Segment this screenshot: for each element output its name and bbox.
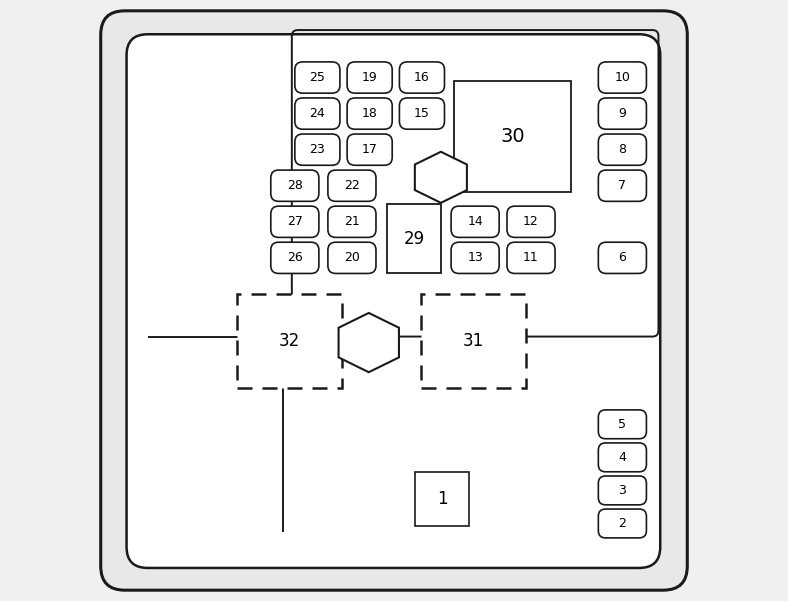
FancyBboxPatch shape: [598, 509, 646, 538]
Text: 29: 29: [403, 230, 425, 248]
Text: 19: 19: [362, 71, 377, 84]
Text: 9: 9: [619, 107, 626, 120]
Text: 22: 22: [344, 179, 360, 192]
Bar: [387, 204, 440, 273]
FancyBboxPatch shape: [271, 170, 319, 201]
FancyBboxPatch shape: [295, 98, 340, 129]
Text: 20: 20: [344, 251, 360, 264]
FancyBboxPatch shape: [598, 134, 646, 165]
FancyBboxPatch shape: [271, 242, 319, 273]
FancyBboxPatch shape: [507, 242, 555, 273]
Text: 6: 6: [619, 251, 626, 264]
Text: 15: 15: [414, 107, 430, 120]
Text: 32: 32: [278, 332, 299, 350]
FancyBboxPatch shape: [400, 98, 444, 129]
FancyBboxPatch shape: [598, 62, 646, 93]
Text: 13: 13: [467, 251, 483, 264]
Text: 31: 31: [463, 332, 485, 350]
Text: 30: 30: [500, 127, 525, 146]
Text: 27: 27: [287, 215, 303, 228]
FancyBboxPatch shape: [271, 206, 319, 237]
Text: 4: 4: [619, 451, 626, 464]
Text: 5: 5: [619, 418, 626, 431]
FancyBboxPatch shape: [400, 62, 444, 93]
FancyBboxPatch shape: [598, 242, 646, 273]
FancyBboxPatch shape: [598, 443, 646, 472]
FancyBboxPatch shape: [127, 34, 660, 568]
FancyBboxPatch shape: [451, 206, 499, 237]
Text: 8: 8: [619, 143, 626, 156]
Text: 24: 24: [310, 107, 325, 120]
FancyBboxPatch shape: [328, 242, 376, 273]
FancyBboxPatch shape: [598, 98, 646, 129]
Polygon shape: [414, 152, 467, 203]
FancyBboxPatch shape: [348, 98, 392, 129]
Text: 1: 1: [437, 490, 448, 508]
FancyBboxPatch shape: [598, 170, 646, 201]
Polygon shape: [339, 313, 399, 372]
Text: 10: 10: [615, 71, 630, 84]
Bar: [236, 294, 342, 388]
Text: 23: 23: [310, 143, 325, 156]
Bar: [454, 81, 571, 192]
Text: 25: 25: [310, 71, 325, 84]
FancyBboxPatch shape: [348, 62, 392, 93]
Text: 7: 7: [619, 179, 626, 192]
Bar: [415, 472, 469, 526]
Text: 11: 11: [523, 251, 539, 264]
Text: 28: 28: [287, 179, 303, 192]
FancyBboxPatch shape: [507, 206, 555, 237]
FancyBboxPatch shape: [598, 476, 646, 505]
Text: 2: 2: [619, 517, 626, 530]
Text: 16: 16: [414, 71, 429, 84]
FancyBboxPatch shape: [451, 242, 499, 273]
Text: 26: 26: [287, 251, 303, 264]
Text: 3: 3: [619, 484, 626, 497]
Text: 12: 12: [523, 215, 539, 228]
Text: 17: 17: [362, 143, 377, 156]
FancyBboxPatch shape: [295, 134, 340, 165]
FancyBboxPatch shape: [348, 134, 392, 165]
FancyBboxPatch shape: [295, 62, 340, 93]
FancyBboxPatch shape: [328, 170, 376, 201]
Bar: [421, 294, 526, 388]
FancyBboxPatch shape: [328, 206, 376, 237]
Text: 18: 18: [362, 107, 377, 120]
Text: 21: 21: [344, 215, 360, 228]
FancyBboxPatch shape: [598, 410, 646, 439]
Text: 14: 14: [467, 215, 483, 228]
FancyBboxPatch shape: [101, 11, 687, 590]
